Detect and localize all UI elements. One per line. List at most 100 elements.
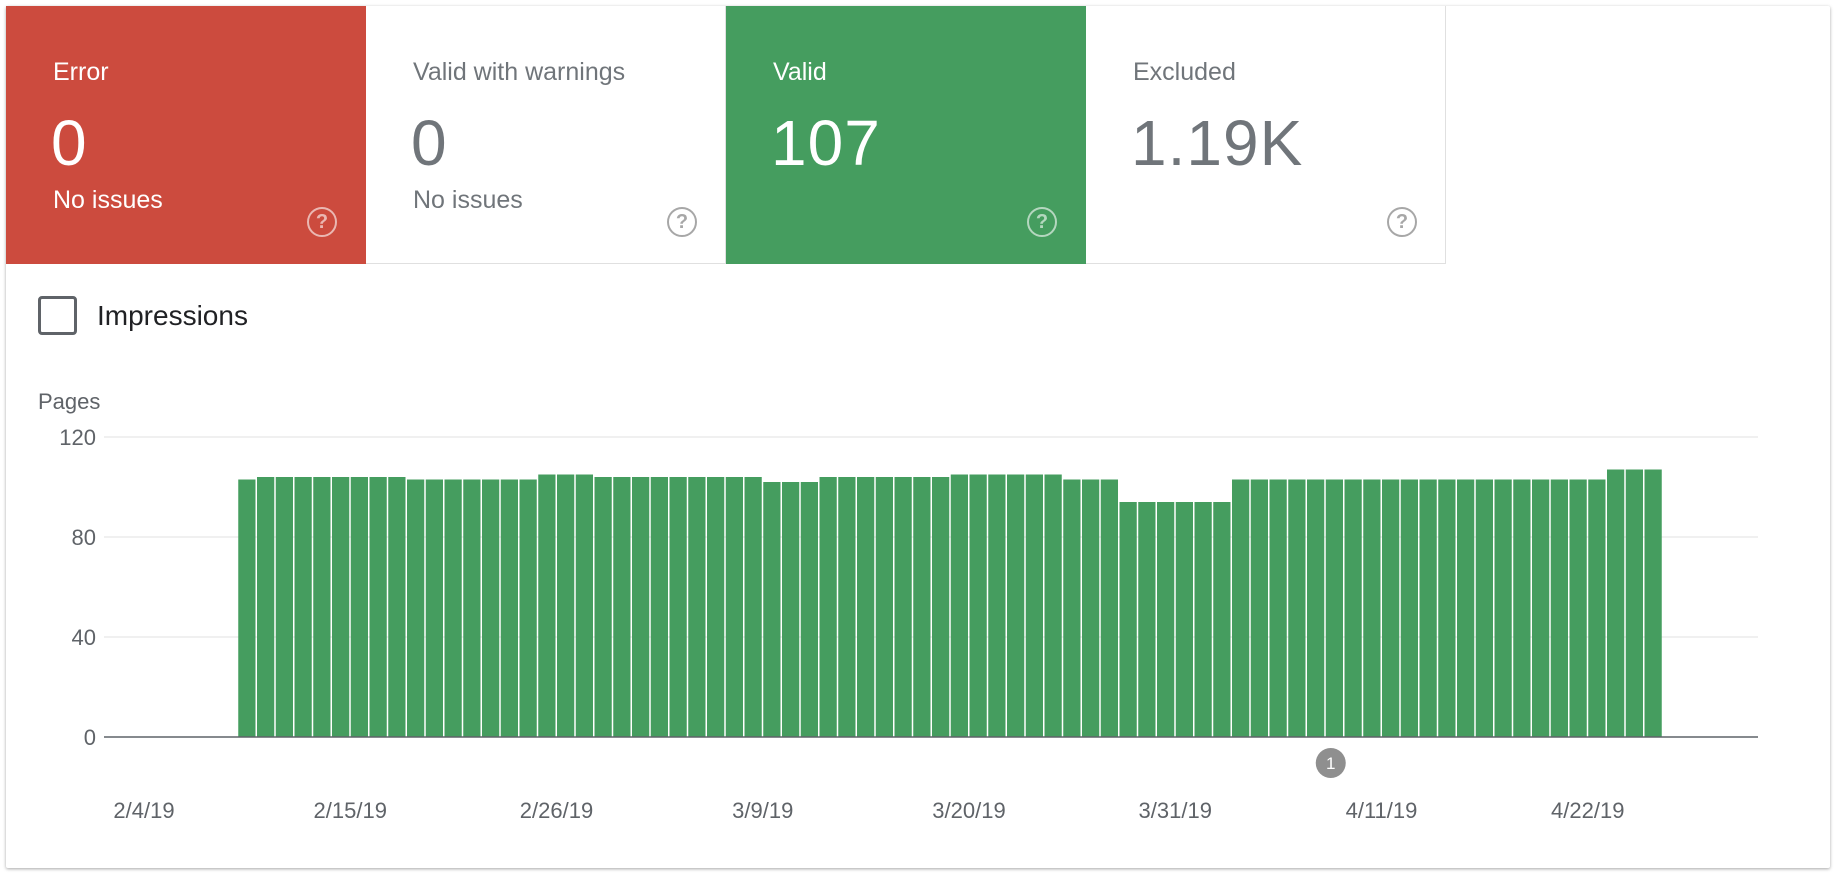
bar[interactable]	[388, 477, 406, 737]
bar[interactable]	[275, 477, 293, 737]
bar[interactable]	[1325, 479, 1343, 738]
bar[interactable]	[1588, 479, 1606, 738]
bar[interactable]	[632, 477, 650, 737]
bar[interactable]	[519, 479, 537, 738]
bar[interactable]	[538, 474, 556, 738]
help-icon[interactable]: ?	[1027, 207, 1057, 237]
bar[interactable]	[1475, 479, 1493, 738]
bar[interactable]	[1607, 469, 1625, 738]
bar[interactable]	[669, 477, 687, 737]
bar[interactable]	[238, 479, 256, 738]
error-tile[interactable]: Error 0 No issues ?	[6, 6, 366, 264]
bar[interactable]	[1288, 479, 1306, 738]
bar[interactable]	[1438, 479, 1456, 738]
bar[interactable]	[594, 477, 612, 737]
bar[interactable]	[1419, 479, 1437, 738]
bar[interactable]	[1138, 502, 1156, 737]
warnings-tile[interactable]: Valid with warnings 0 No issues ?	[366, 6, 726, 264]
impressions-toggle[interactable]: Impressions	[38, 296, 248, 335]
chart-annotations: 1	[1315, 748, 1346, 778]
bar[interactable]	[369, 477, 387, 737]
y-tick-label: 80	[72, 525, 96, 550]
bar[interactable]	[725, 477, 743, 737]
bar[interactable]	[482, 479, 500, 738]
bar[interactable]	[500, 479, 518, 738]
bar[interactable]	[1457, 479, 1475, 738]
bar[interactable]	[894, 477, 912, 737]
bar[interactable]	[1194, 502, 1212, 737]
bar[interactable]	[950, 474, 968, 738]
bar[interactable]	[707, 477, 725, 737]
bar[interactable]	[444, 479, 462, 738]
bar[interactable]	[875, 477, 893, 737]
bar[interactable]	[613, 477, 631, 737]
impressions-label: Impressions	[97, 299, 248, 331]
bar[interactable]	[1025, 474, 1043, 738]
bar[interactable]	[407, 479, 425, 738]
bar[interactable]	[1082, 479, 1100, 738]
bar[interactable]	[932, 477, 950, 737]
bar[interactable]	[294, 477, 312, 737]
bar[interactable]	[988, 474, 1006, 738]
bar[interactable]	[1250, 479, 1268, 738]
bar[interactable]	[800, 482, 818, 737]
bar[interactable]	[1213, 502, 1231, 737]
bar[interactable]	[969, 474, 987, 738]
warnings-tile-label: Valid with warnings	[413, 58, 626, 86]
bar[interactable]	[1063, 479, 1081, 738]
bar[interactable]	[1044, 474, 1062, 738]
bar[interactable]	[1007, 474, 1025, 738]
bar[interactable]	[257, 477, 275, 737]
bar[interactable]	[1175, 502, 1193, 737]
chart-bars	[238, 469, 1662, 738]
bar[interactable]	[313, 477, 331, 737]
bar[interactable]	[1307, 479, 1325, 738]
bar[interactable]	[819, 477, 837, 737]
bar[interactable]	[1232, 479, 1250, 738]
x-tick-label: 3/20/19	[932, 798, 1005, 823]
bar[interactable]	[350, 477, 368, 737]
warnings-tile-status: No issues	[413, 186, 523, 214]
y-axis-title: Pages	[38, 389, 100, 414]
bar[interactable]	[1513, 479, 1531, 738]
bar[interactable]	[688, 477, 706, 737]
bar[interactable]	[332, 477, 350, 737]
bar[interactable]	[1157, 502, 1175, 737]
bar[interactable]	[1269, 479, 1287, 738]
bar[interactable]	[575, 474, 593, 738]
bar[interactable]	[1400, 479, 1418, 738]
bar[interactable]	[1119, 502, 1137, 737]
bar[interactable]	[1644, 469, 1662, 738]
bar[interactable]	[650, 477, 668, 737]
help-icon[interactable]: ?	[307, 207, 337, 237]
x-tick-label: 4/22/19	[1551, 798, 1624, 823]
bar[interactable]	[1494, 479, 1512, 738]
bar[interactable]	[744, 477, 762, 737]
bar[interactable]	[1625, 469, 1643, 738]
help-icon[interactable]: ?	[667, 207, 697, 237]
bar[interactable]	[1382, 479, 1400, 738]
help-icon[interactable]: ?	[1387, 207, 1417, 237]
impressions-checkbox[interactable]	[38, 296, 77, 335]
bar[interactable]	[1532, 479, 1550, 738]
excluded-tile-label: Excluded	[1133, 58, 1236, 86]
error-tile-label: Error	[53, 58, 109, 86]
bar[interactable]	[782, 482, 800, 737]
bar[interactable]	[1344, 479, 1362, 738]
bar[interactable]	[463, 479, 481, 738]
bar[interactable]	[838, 477, 856, 737]
bar[interactable]	[1100, 479, 1118, 738]
annotation-marker[interactable]	[1315, 748, 1346, 778]
bar[interactable]	[1569, 479, 1587, 738]
bar[interactable]	[557, 474, 575, 738]
status-tiles: Error 0 No issues ? Valid with warnings …	[6, 6, 1446, 264]
bar[interactable]	[913, 477, 931, 737]
y-tick-label: 40	[72, 625, 96, 650]
bar[interactable]	[1550, 479, 1568, 738]
bar[interactable]	[425, 479, 443, 738]
valid-tile[interactable]: Valid 107 ?	[726, 6, 1086, 264]
bar[interactable]	[763, 482, 781, 737]
excluded-tile[interactable]: Excluded 1.19K ?	[1086, 6, 1446, 264]
bar[interactable]	[1363, 479, 1381, 738]
bar[interactable]	[857, 477, 875, 737]
